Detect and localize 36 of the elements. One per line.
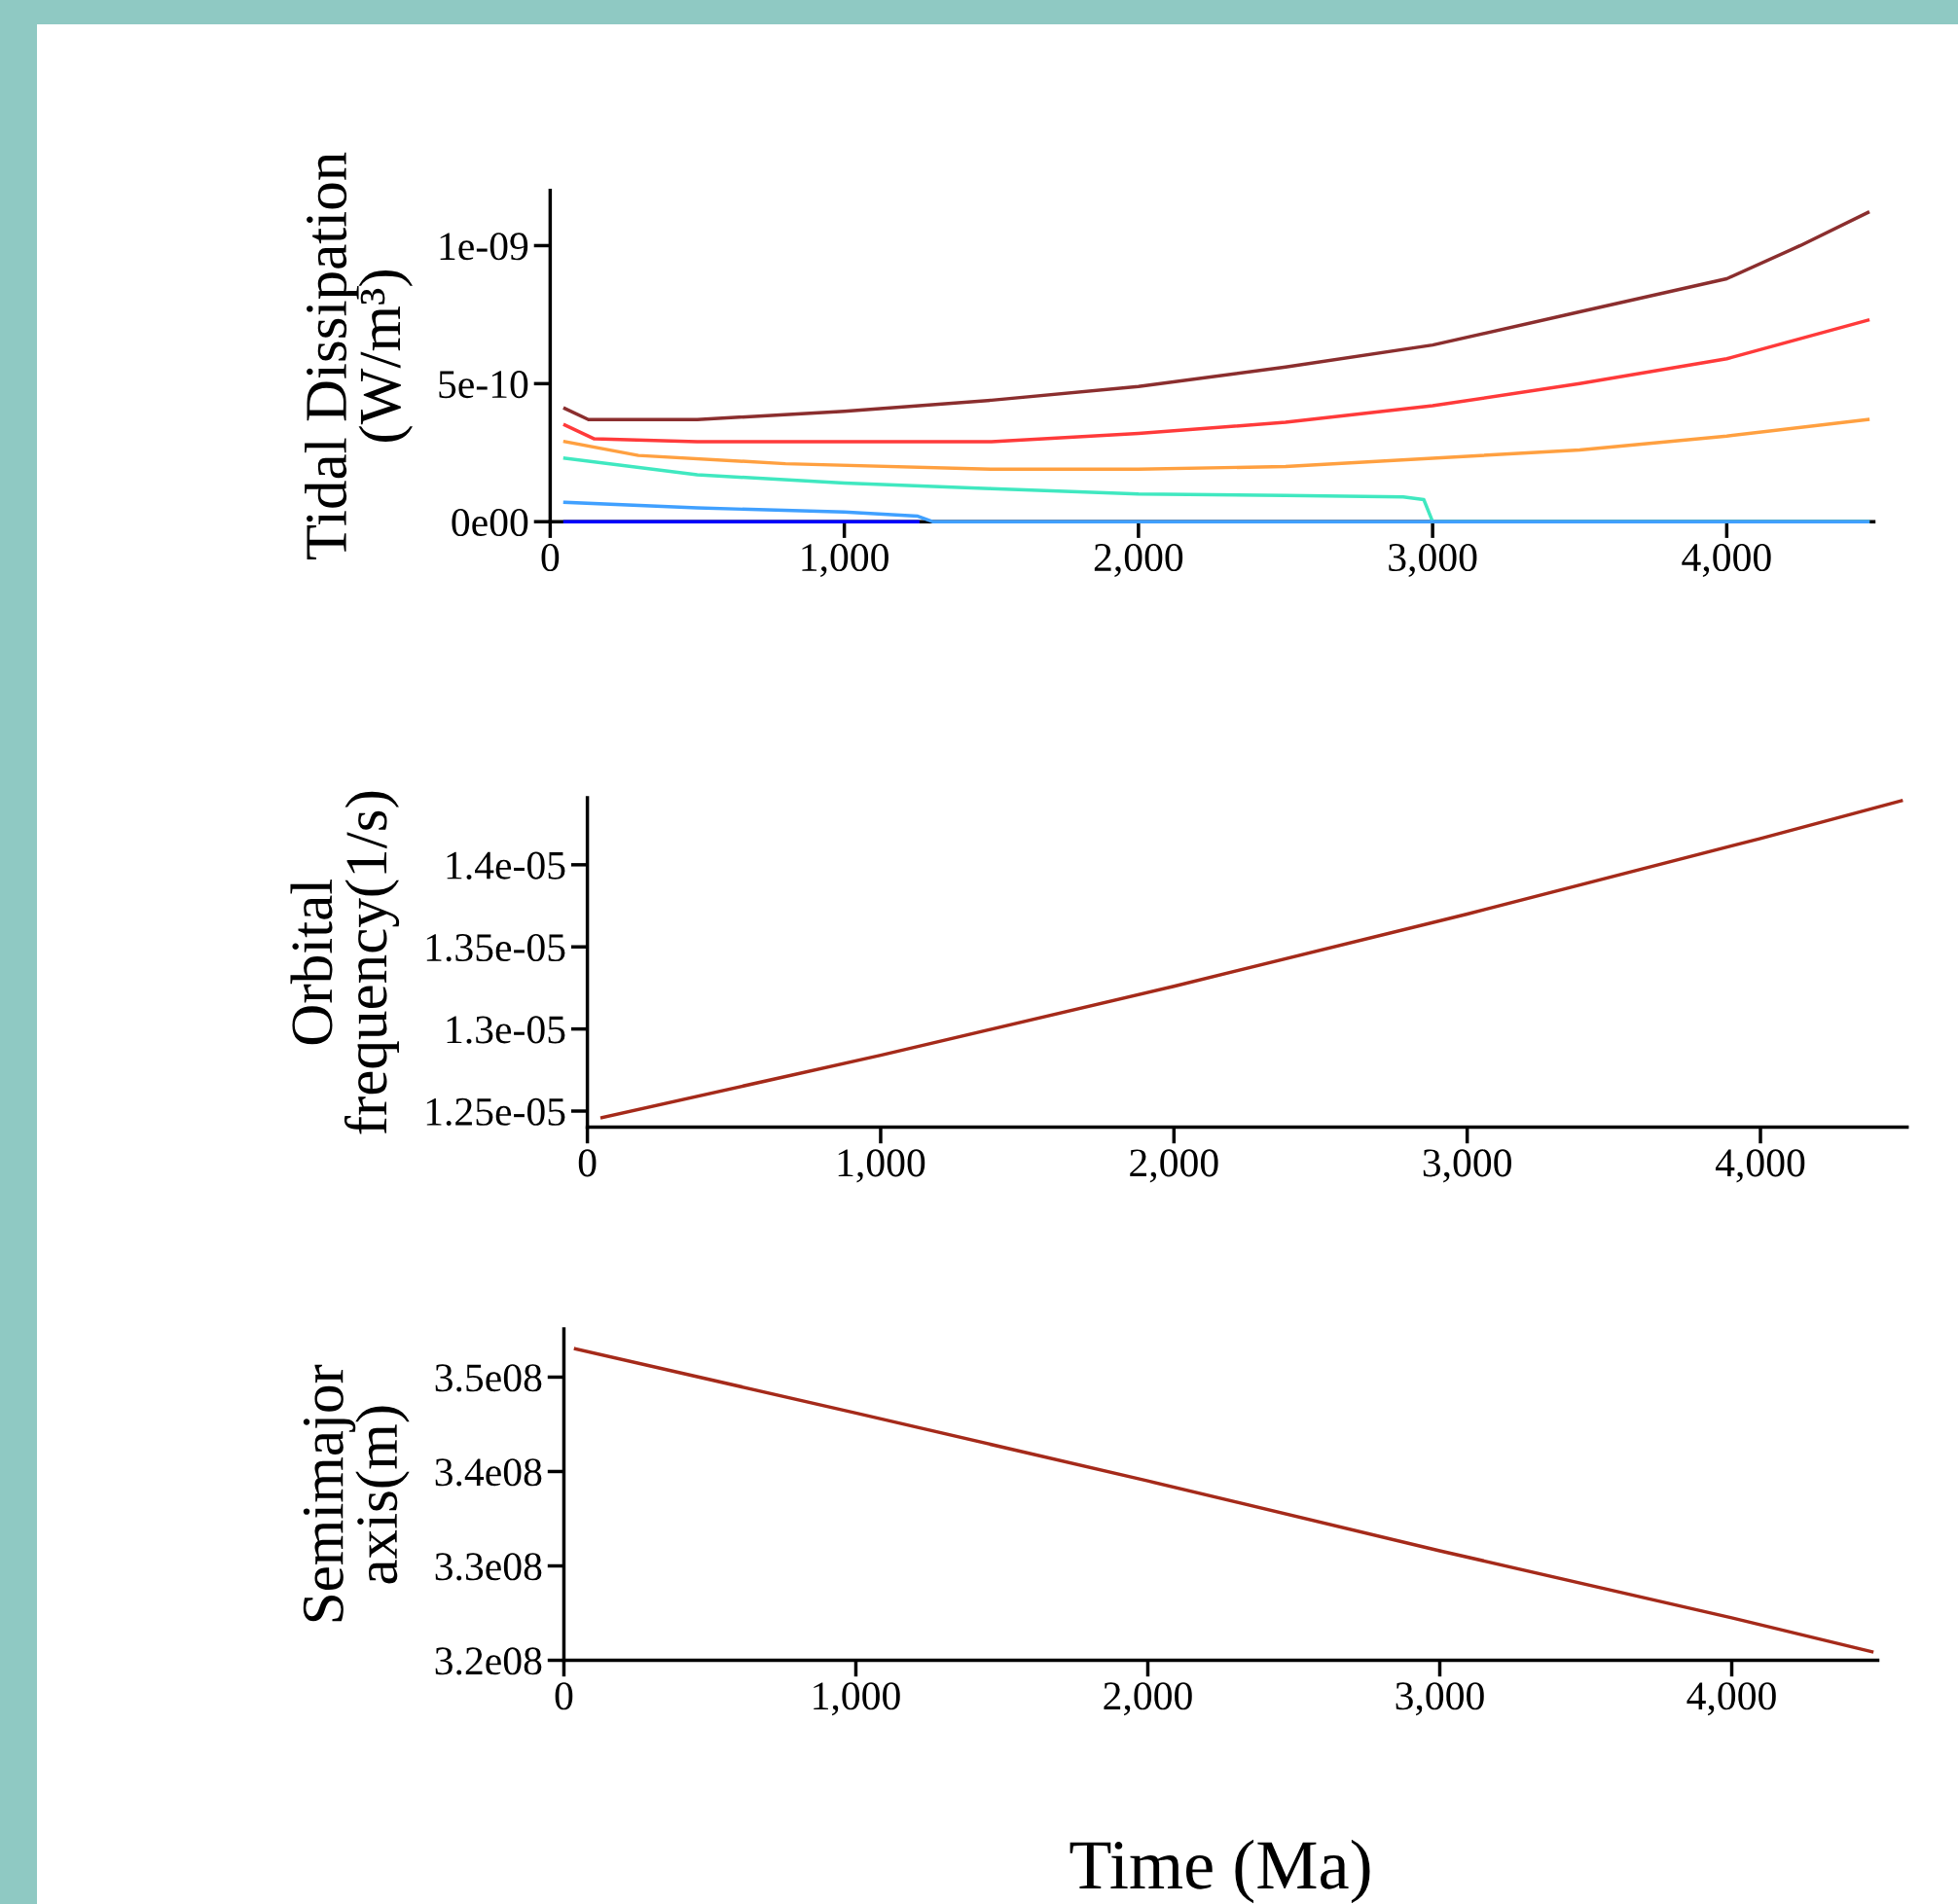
- line-series: [562, 417, 1870, 472]
- x-tick-label: 4,000: [1686, 1682, 1776, 1716]
- x-tick-label: 1,000: [802, 543, 888, 578]
- x-axis-title: Time (Ma): [1070, 1839, 1370, 1904]
- x-tick-label: 2,000: [1130, 1149, 1218, 1183]
- line-series: [599, 799, 1904, 1120]
- x-tick-label: 0: [578, 1149, 597, 1177]
- x-tick-label: 1,000: [814, 1682, 900, 1716]
- y-axis-title: Orbital frequency(1/s): [290, 791, 400, 1134]
- x-tick-label: 3,000: [1423, 1149, 1511, 1183]
- y-tick-label: 1.4e-05: [447, 851, 565, 880]
- y-axis-title: Semimajor axis(m): [303, 1364, 410, 1622]
- y-tick-label: 1.35e-05: [426, 933, 565, 962]
- x-tick-label: 4,000: [1715, 1149, 1805, 1183]
- y-tick-label: 3.4e08: [435, 1458, 542, 1487]
- y-tick-label: 3.2e08: [435, 1647, 542, 1675]
- x-tick-label: 4,000: [1682, 543, 1771, 578]
- y-tick-label: 5e-10: [439, 371, 528, 399]
- line-series: [562, 500, 1870, 523]
- line-series: [562, 318, 1870, 444]
- x-tick-label: 2,000: [1094, 543, 1183, 578]
- line-series: [562, 210, 1870, 421]
- x-tick-label: 3,000: [1389, 543, 1477, 578]
- y-tick-label: 1.3e-05: [447, 1016, 565, 1044]
- x-tick-label: 2,000: [1104, 1682, 1192, 1716]
- y-tick-label: 1e-09: [440, 233, 528, 261]
- y-tick-label: 3.5e08: [435, 1364, 542, 1392]
- y-tick-label: 3.3e08: [435, 1553, 542, 1581]
- x-tick-label: 3,000: [1396, 1682, 1484, 1716]
- line-series: [573, 1347, 1874, 1654]
- x-tick-label: 1,000: [838, 1149, 925, 1183]
- y-axis-title: Tidal Dissipation (W/m³): [305, 152, 413, 560]
- y-tick-label: 1.25e-05: [426, 1097, 565, 1127]
- x-tick-label: 0: [541, 543, 560, 572]
- y-tick-label: 0e00: [452, 508, 528, 537]
- x-tick-label: 0: [555, 1682, 573, 1710]
